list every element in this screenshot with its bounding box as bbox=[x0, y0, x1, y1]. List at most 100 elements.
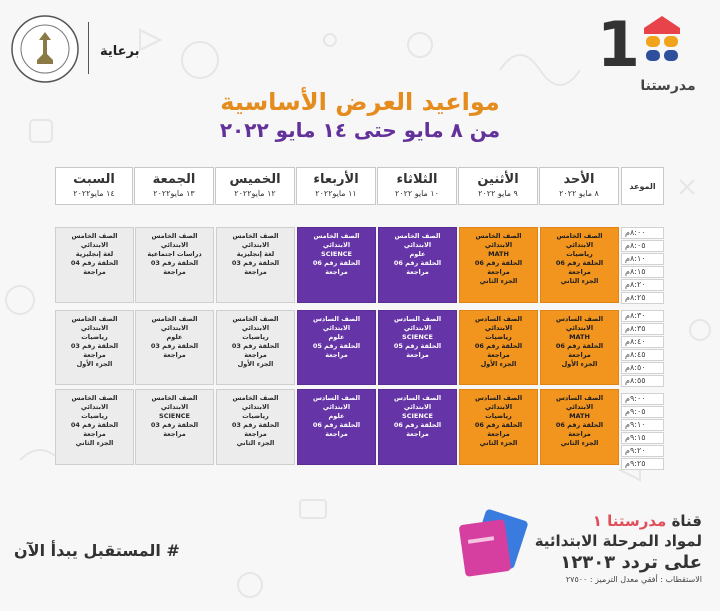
program-block: الصف الخامس الابتدائي رياضيات الحلقة رقم 0… bbox=[540, 227, 619, 303]
program-line: الصف الخامس الابتدائي bbox=[71, 232, 118, 249]
time-slot: ٨:٣٥م bbox=[621, 323, 664, 335]
day-date: ١١ مايو٢٠٢٢ bbox=[315, 189, 357, 198]
day-header: الخميس ١٢ مايو٢٠٢٢ bbox=[215, 167, 295, 205]
brand-mark-icon bbox=[644, 16, 680, 61]
program-line: الجزء الثاني bbox=[479, 439, 518, 447]
program-line: رياضيات bbox=[81, 412, 108, 420]
program-block: الصف السادس الابتدائي SCIENCE الحلقة رقم 0… bbox=[378, 389, 457, 465]
program-line: الصف السادس الابتدائي bbox=[555, 315, 604, 332]
channel-technical: الاستقطاب : أفقي معدل الترميز : ٢٧٥٠٠ bbox=[565, 575, 702, 584]
day-header: الأثنين ٩ مايو ٢٠٢٢ bbox=[458, 167, 538, 205]
program-line: رياضيات bbox=[485, 412, 512, 420]
program-line: الحلقة رقم 03 مراجعة bbox=[231, 259, 280, 276]
program-line: علوم bbox=[409, 250, 426, 258]
time-slot: ٨:٥٥م bbox=[621, 375, 664, 387]
program-block: الصف السادس الابتدائي MATH الحلقة رقم 06 م… bbox=[540, 310, 619, 385]
program-line: الحلقة رقم 03 مراجعة bbox=[231, 421, 280, 438]
day-date: ١٠ مايو ٢٠٢٢ bbox=[395, 189, 439, 198]
program-line: الحلقة رقم 06 مراجعة bbox=[555, 342, 604, 359]
program-line: الجزء الأول bbox=[237, 360, 274, 368]
time-slot: ٩:٢٠م bbox=[621, 445, 664, 457]
program-line: الحلقة رقم 06 مراجعة bbox=[312, 421, 361, 438]
page-subtitle: من ٨ مايو حتى ١٤ مايو ٢٠٢٢ bbox=[219, 118, 501, 142]
time-slot: ٨:٤٠م bbox=[621, 336, 664, 348]
day-header: الجمعة ١٣ مايو٢٠٢٢ bbox=[134, 167, 214, 205]
program-line: الصف السادس الابتدائي bbox=[312, 394, 361, 411]
program-line: الحلقة رقم 04 مراجعة bbox=[70, 421, 119, 438]
day-date: ١٤ مايو٢٠٢٢ bbox=[73, 189, 115, 198]
program-line: الجزء الأول bbox=[480, 360, 517, 368]
program-line: MATH bbox=[569, 412, 590, 420]
program-block: الصف السادس الابتدائي SCIENCE الحلقة رقم 0… bbox=[378, 310, 457, 385]
program-line: رياضيات bbox=[485, 333, 512, 341]
day-header: الأربعاء ١١ مايو٢٠٢٢ bbox=[296, 167, 376, 205]
program-line: الحلقة رقم 05 مراجعة bbox=[312, 342, 361, 359]
program-line: MATH bbox=[488, 250, 509, 258]
program-line: الحلقة رقم 03 مراجعة bbox=[150, 421, 199, 438]
program-block: الصف الخامس الابتدائي علوم الحلقة رقم 06 م… bbox=[378, 227, 457, 303]
program-block: الصف السادس الابتدائي MATH الحلقة رقم 06 م… bbox=[540, 389, 619, 465]
program-block: الصف السادس الابتدائي علوم الحلقة رقم 05 م… bbox=[297, 310, 376, 385]
program-block: الصف الخامس الابتدائي لغة إنجليزية الحلقة … bbox=[55, 227, 134, 303]
channel-prefix: قناة bbox=[671, 512, 702, 530]
program-line: رياضيات bbox=[242, 333, 269, 341]
footer-slogan: # المستقبل يبدأ الآن bbox=[14, 541, 180, 560]
time-header-label: الموعد bbox=[629, 182, 656, 191]
time-slot: ٨:١٥م bbox=[621, 266, 664, 278]
books-icon bbox=[459, 509, 528, 577]
program-line: الحلقة رقم 03 مراجعة bbox=[150, 342, 199, 359]
program-line: علوم bbox=[166, 333, 183, 341]
program-block: الصف السادس الابتدائي علوم الحلقة رقم 06 م… bbox=[297, 389, 376, 465]
program-line: الصف السادس الابتدائي bbox=[474, 394, 523, 411]
day-header: الثلاثاء ١٠ مايو ٢٠٢٢ bbox=[377, 167, 457, 205]
schedule-table: الموعد الأحد ٨ مايو ٢٠٢٢ الأثنين ٩ مايو … bbox=[55, 167, 664, 470]
time-slot: ٩:١٠م bbox=[621, 419, 664, 431]
program-line: الصف الخامس الابتدائي bbox=[232, 232, 279, 249]
time-slot: ٨:٥٠م bbox=[621, 362, 664, 374]
program-line: الحلقة رقم 06 مراجعة bbox=[393, 259, 442, 276]
program-line: الجزء الثاني bbox=[560, 439, 599, 447]
channel-title: قناة مدرستنا ١ bbox=[482, 512, 702, 530]
time-slot: ٨:٣٠م bbox=[621, 310, 664, 322]
program-block: الصف الخامس الابتدائي رياضيات الحلقة رقم 0… bbox=[216, 310, 295, 385]
time-header-cell: الموعد bbox=[621, 167, 664, 205]
program-line: الجزء الثاني bbox=[479, 277, 518, 285]
time-slot: ٨:٠٥م bbox=[621, 240, 664, 252]
program-line: الصف الخامس الابتدائي bbox=[151, 394, 198, 411]
day-header: السبت ١٤ مايو٢٠٢٢ bbox=[55, 167, 133, 205]
time-slot: ٨:٢٥م bbox=[621, 292, 664, 304]
program-line: SCIENCE bbox=[321, 250, 352, 258]
time-slot: ٩:١٥م bbox=[621, 432, 664, 444]
program-line: الصف الخامس الابتدائي bbox=[232, 315, 279, 332]
sponsor-label: برعاية bbox=[100, 44, 140, 59]
program-line: الصف الخامس الابتدائي bbox=[71, 394, 118, 411]
program-line: الصف الخامس الابتدائي bbox=[475, 232, 522, 249]
program-line: الصف الخامس الابتدائي bbox=[556, 232, 603, 249]
program-block: الصف الخامس الابتدائي لغة إنجليزية الحلقة … bbox=[216, 227, 295, 303]
time-slot: ٨:٢٠م bbox=[621, 279, 664, 291]
time-slot: ٩:٢٥م bbox=[621, 458, 664, 470]
program-line: الحلقة رقم 06 مراجعة bbox=[555, 421, 604, 438]
program-block: الصف الخامس الابتدائي دراسات اجتماعية الحل… bbox=[135, 227, 214, 303]
program-line: الصف السادس الابتدائي bbox=[393, 315, 442, 332]
time-slot: ٨:٠٠م bbox=[621, 227, 664, 239]
program-line: SCIENCE bbox=[159, 412, 190, 420]
program-line: الحلقة رقم 05 مراجعة bbox=[393, 342, 442, 359]
day-name: الثلاثاء bbox=[396, 172, 438, 187]
program-line: رياضيات bbox=[566, 250, 593, 258]
program-line: لغة إنجليزية bbox=[236, 250, 275, 258]
program-line: الصف السادس الابتدائي bbox=[393, 394, 442, 411]
channel-name: مدرستنا ١ bbox=[592, 512, 667, 530]
program-line: الصف الخامس الابتدائي bbox=[313, 232, 360, 249]
day-date: ٩ مايو ٢٠٢٢ bbox=[478, 189, 518, 198]
day-name: السبت bbox=[73, 172, 115, 187]
day-date: ١٢ مايو٢٠٢٢ bbox=[234, 189, 276, 198]
program-line: الجزء الأول bbox=[561, 360, 598, 368]
program-line: الجزء الثاني bbox=[236, 439, 275, 447]
page-title: مواعيد العرض الأساسية bbox=[220, 88, 500, 116]
program-line: الصف السادس الابتدائي bbox=[474, 315, 523, 332]
program-line: لغة إنجليزية bbox=[75, 250, 114, 258]
program-line: الحلقة رقم 06 مراجعة bbox=[474, 342, 523, 359]
program-line: الحلقة رقم 06 مراجعة bbox=[555, 259, 604, 276]
program-block: الصف السادس الابتدائي رياضيات الحلقة رقم 0… bbox=[459, 310, 538, 385]
